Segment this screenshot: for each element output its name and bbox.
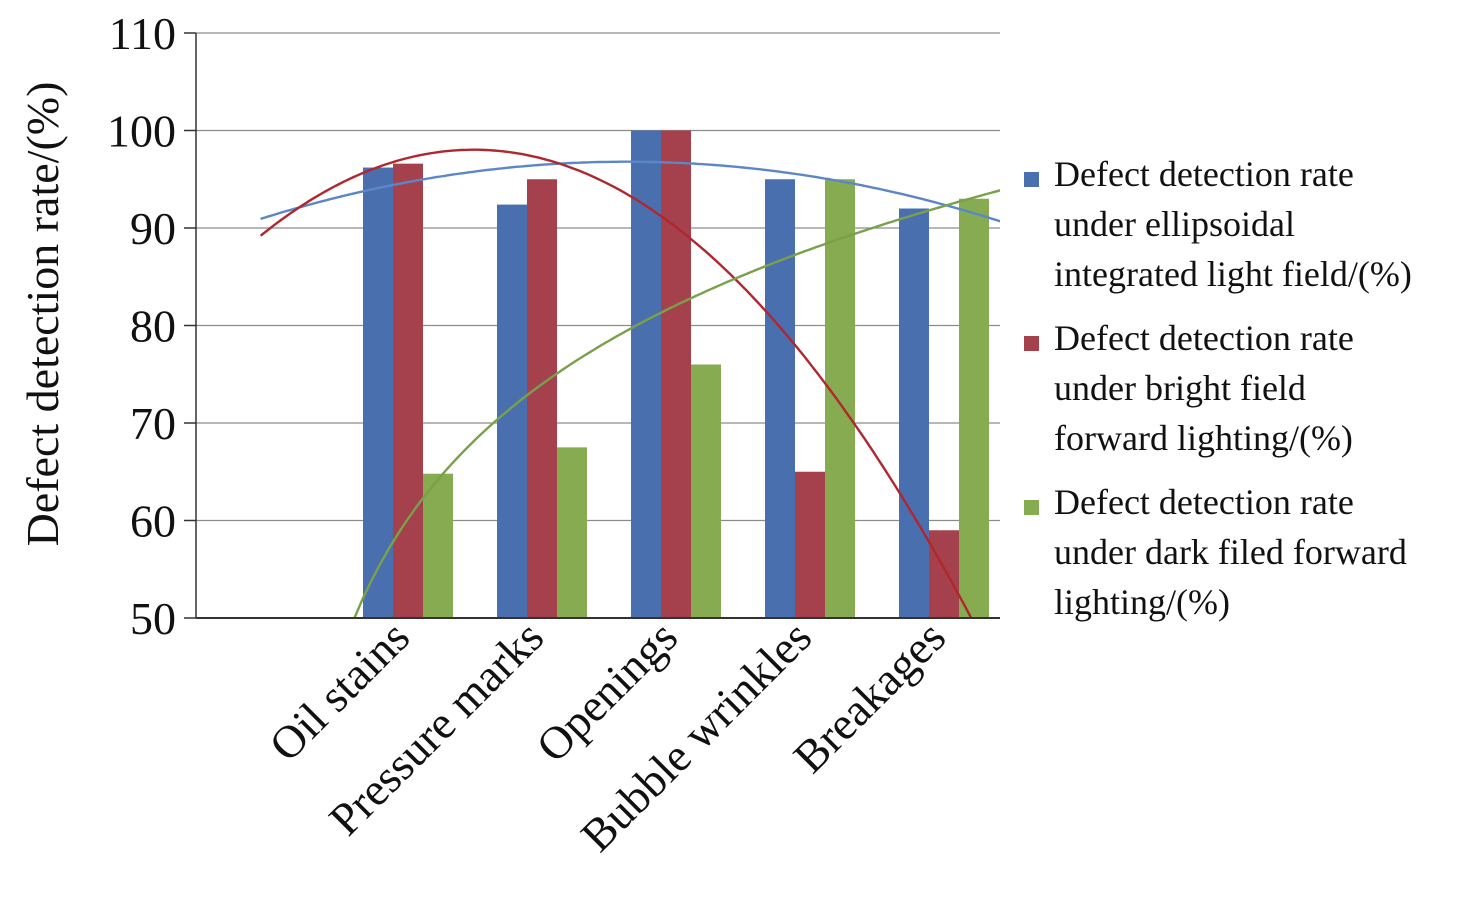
y-tick-label: 50: [130, 593, 176, 644]
legend-label: Defect detection rate: [1054, 318, 1354, 358]
bar: [765, 179, 795, 618]
y-tick-label: 60: [130, 496, 176, 547]
y-tick-label: 100: [107, 106, 176, 157]
legend-label: under ellipsoidal: [1054, 204, 1295, 244]
y-tick-label: 110: [109, 8, 176, 59]
trendline: [353, 189, 1000, 618]
bar: [363, 167, 393, 619]
legend: Defect detection rate under ellipsoidal in…: [1024, 154, 1412, 622]
y-tick-label: 80: [130, 301, 176, 352]
bar: [795, 471, 825, 618]
trendline: [260, 160, 1000, 223]
bar: [959, 198, 989, 618]
legend-label: Defect detection rate: [1054, 482, 1354, 522]
x-tick-label: Bubble wrinkles: [571, 611, 821, 861]
trendline: [259, 148, 973, 618]
bar: [497, 204, 527, 618]
bar: [423, 473, 453, 618]
bar: [393, 163, 423, 618]
legend-label: under dark filed forward: [1054, 532, 1407, 572]
legend-swatch: [1024, 336, 1039, 351]
bars: [363, 130, 989, 619]
trendlines: [259, 148, 1000, 618]
y-tick-label: 90: [130, 203, 176, 254]
bar: [527, 179, 557, 618]
bar: [691, 364, 721, 618]
legend-label: forward lighting/(%): [1054, 418, 1353, 458]
y-tick-label: 70: [130, 398, 176, 449]
bar: [825, 179, 855, 618]
legend-swatch: [1024, 172, 1039, 187]
bar: [661, 130, 691, 618]
bar: [631, 130, 661, 618]
bar: [929, 530, 959, 618]
legend-label: Defect detection rate: [1054, 154, 1354, 194]
y-axis-label: Defect detection rate/(%): [17, 82, 68, 547]
legend-swatch: [1024, 500, 1039, 515]
legend-label: under bright field: [1054, 368, 1306, 408]
bar: [899, 208, 929, 618]
legend-label: integrated light field/(%): [1054, 254, 1412, 294]
legend-label: lighting/(%): [1054, 582, 1230, 622]
bar: [557, 447, 587, 618]
gridlines: [196, 32, 1000, 522]
